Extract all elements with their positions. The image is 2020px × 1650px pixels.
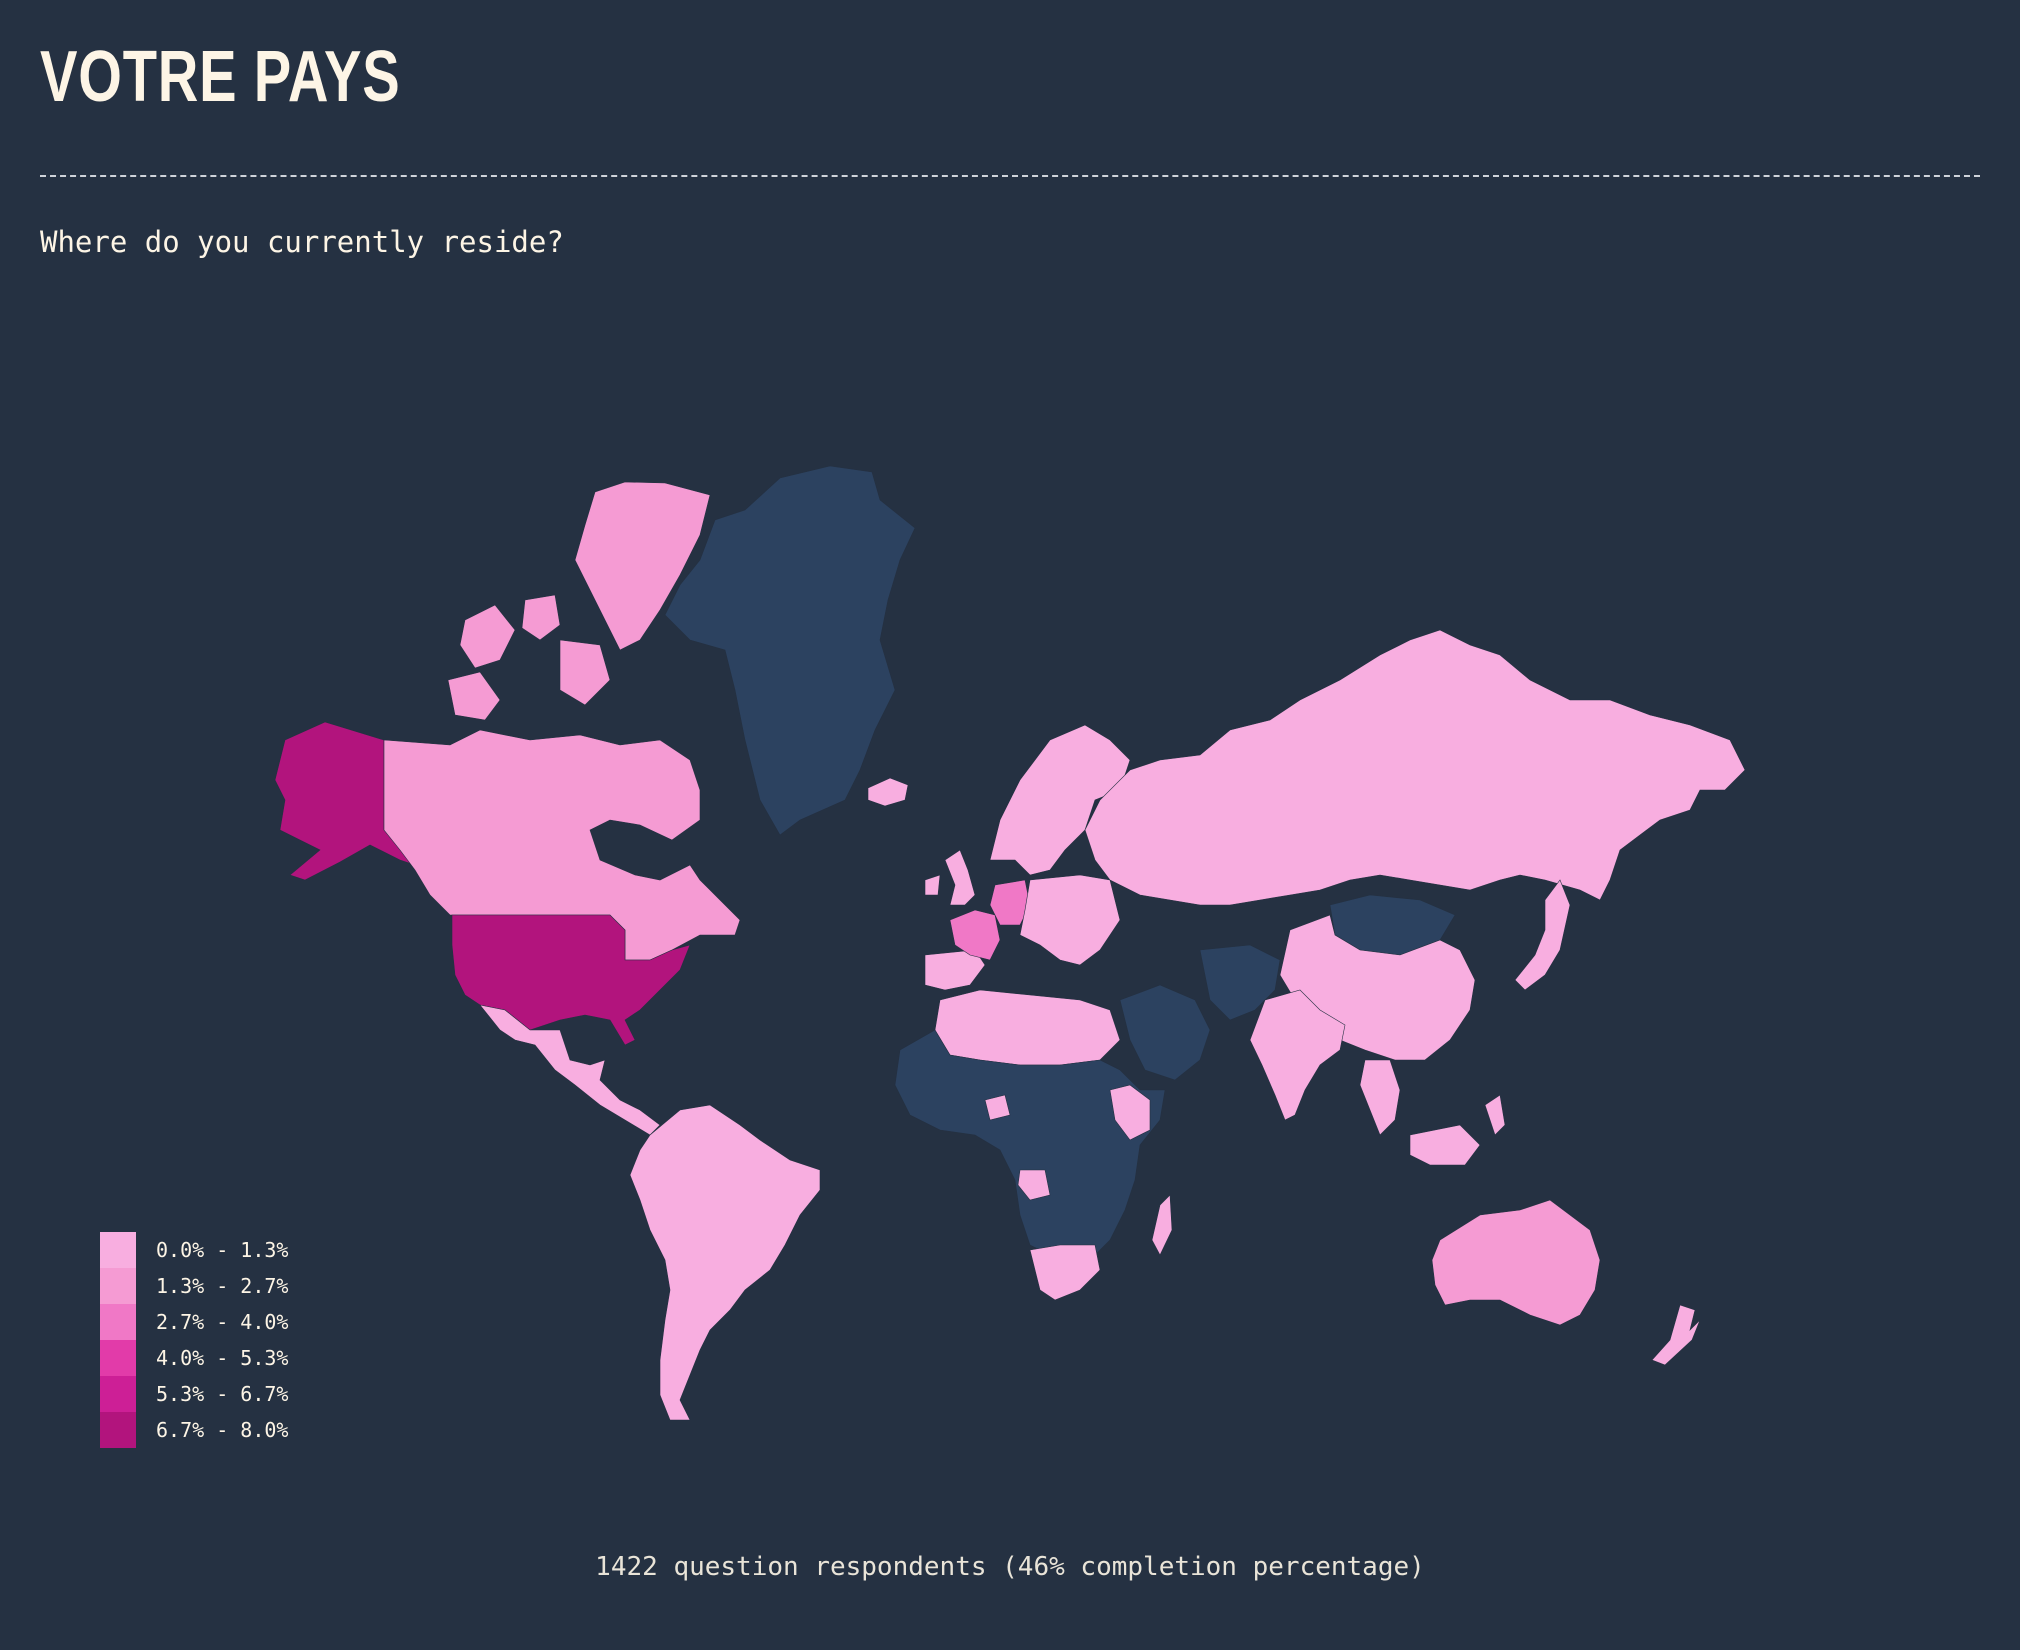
region-mexico[interactable] — [479, 1004, 661, 1136]
region-canada-arctic[interactable] — [574, 481, 711, 651]
legend-swatch — [100, 1412, 136, 1448]
region-usa[interactable] — [451, 914, 691, 1046]
legend-label: 5.3% - 6.7% — [156, 1382, 289, 1406]
region-new-zealand[interactable] — [1651, 1304, 1701, 1366]
legend-label: 0.0% - 1.3% — [156, 1238, 289, 1262]
region-france[interactable] — [949, 909, 1001, 961]
region-north-africa[interactable] — [934, 989, 1121, 1066]
region-east-africa[interactable] — [984, 1084, 1151, 1201]
region-south-america[interactable] — [629, 1104, 821, 1421]
legend-swatch — [100, 1304, 136, 1340]
legend-label: 1.3% - 2.7% — [156, 1274, 289, 1298]
region-iceland[interactable] — [867, 777, 909, 807]
region-southeast-asia[interactable] — [1359, 1059, 1506, 1166]
region-central-africa[interactable] — [894, 1029, 1166, 1261]
legend-swatch — [100, 1376, 136, 1412]
legend-label: 2.7% - 4.0% — [156, 1310, 289, 1334]
page-title: VOTRE PAYS — [40, 37, 401, 117]
region-madagascar[interactable] — [1151, 1194, 1173, 1256]
legend-swatch — [100, 1268, 136, 1304]
respondents-footer: 1422 question respondents (46% completio… — [595, 1552, 1425, 1582]
region-canada-arctic-west[interactable] — [447, 594, 611, 721]
divider — [40, 175, 1980, 177]
legend-label: 6.7% - 8.0% — [156, 1418, 289, 1442]
legend-swatch — [100, 1232, 136, 1268]
region-australia[interactable] — [1431, 1199, 1601, 1326]
legend-label: 4.0% - 5.3% — [156, 1346, 289, 1370]
region-japan[interactable] — [1514, 879, 1571, 991]
region-arabia[interactable] — [1119, 984, 1211, 1081]
region-uk[interactable] — [924, 849, 976, 906]
legend-swatch — [100, 1340, 136, 1376]
region-india[interactable] — [1249, 989, 1346, 1121]
region-europe-rest[interactable] — [1019, 874, 1121, 966]
region-south-africa[interactable] — [1029, 1244, 1101, 1301]
region-russia[interactable] — [1084, 629, 1746, 906]
question-text: Where do you currently reside? — [40, 225, 564, 259]
region-greenland[interactable] — [664, 465, 916, 836]
region-germany[interactable] — [989, 879, 1031, 926]
